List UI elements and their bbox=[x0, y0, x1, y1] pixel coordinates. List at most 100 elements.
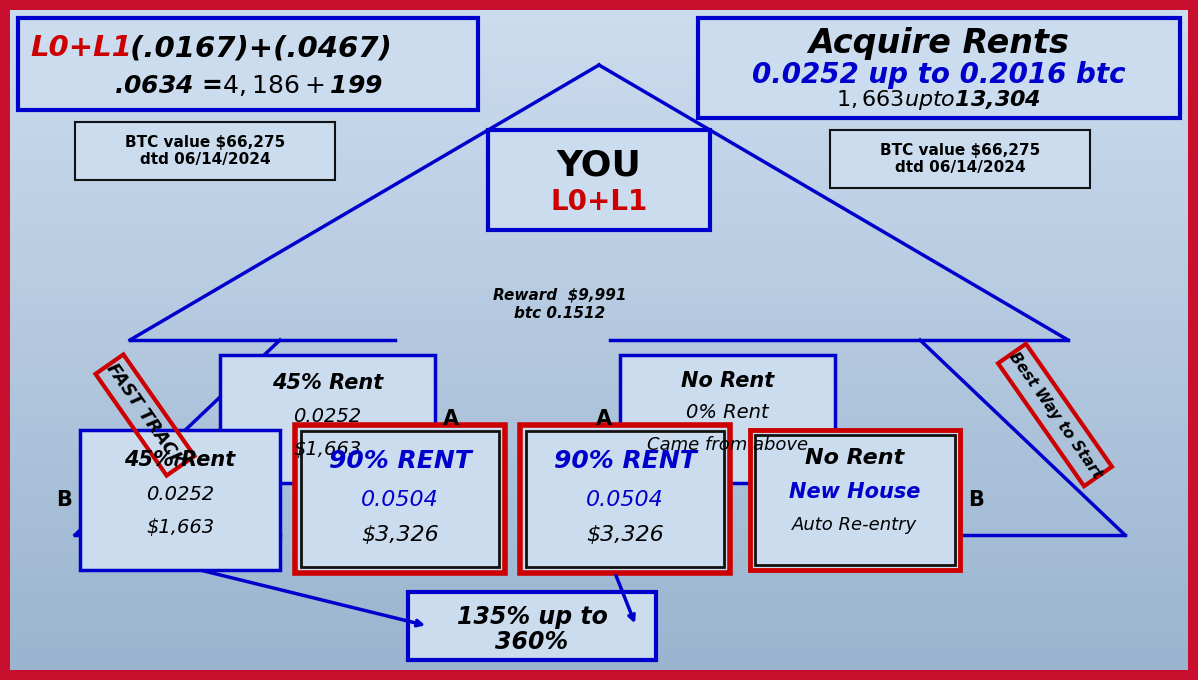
Text: No Rent: No Rent bbox=[805, 448, 904, 468]
Text: FAST TRACK: FAST TRACK bbox=[103, 360, 187, 470]
Bar bbox=[10, 32, 1188, 43]
Text: btc 0.1512: btc 0.1512 bbox=[514, 305, 606, 320]
Text: B: B bbox=[968, 490, 984, 510]
Bar bbox=[10, 285, 1188, 296]
Bar bbox=[10, 461, 1188, 472]
Bar bbox=[750, 430, 960, 570]
Bar bbox=[10, 54, 1188, 65]
Bar bbox=[10, 604, 1188, 615]
Bar bbox=[10, 142, 1188, 153]
Bar bbox=[755, 435, 955, 565]
Bar bbox=[10, 307, 1188, 318]
Bar bbox=[10, 362, 1188, 373]
Bar bbox=[10, 582, 1188, 593]
Bar bbox=[10, 417, 1188, 428]
Bar bbox=[10, 340, 1188, 351]
Bar bbox=[10, 318, 1188, 329]
Text: New House: New House bbox=[789, 482, 921, 502]
Bar bbox=[830, 130, 1090, 188]
Text: 360%: 360% bbox=[496, 630, 569, 654]
Text: $1,663 up to $13,304: $1,663 up to $13,304 bbox=[836, 88, 1041, 112]
Text: 90% RENT: 90% RENT bbox=[328, 449, 471, 473]
Bar bbox=[10, 615, 1188, 626]
Text: $3,326: $3,326 bbox=[361, 525, 438, 545]
Text: $3,326: $3,326 bbox=[586, 525, 664, 545]
Bar bbox=[10, 252, 1188, 263]
Bar bbox=[10, 626, 1188, 637]
Bar bbox=[10, 527, 1188, 538]
Bar bbox=[10, 153, 1188, 164]
Bar bbox=[10, 571, 1188, 582]
Bar bbox=[10, 483, 1188, 494]
Bar bbox=[520, 425, 730, 573]
Bar bbox=[10, 560, 1188, 571]
Text: .0634 =$4,186 +$199: .0634 =$4,186 +$199 bbox=[114, 73, 382, 99]
Bar bbox=[10, 241, 1188, 252]
Text: 0% Rent: 0% Rent bbox=[686, 403, 769, 422]
Text: 0.0252 up to 0.2016 btc: 0.0252 up to 0.2016 btc bbox=[752, 61, 1126, 89]
Bar bbox=[10, 549, 1188, 560]
Bar bbox=[10, 164, 1188, 175]
Text: Best Way to Start: Best Way to Start bbox=[1005, 349, 1105, 481]
Bar bbox=[10, 131, 1188, 142]
Text: 135% up to: 135% up to bbox=[456, 605, 607, 629]
Bar bbox=[10, 494, 1188, 505]
Bar bbox=[10, 230, 1188, 241]
Bar bbox=[10, 175, 1188, 186]
Bar bbox=[80, 430, 280, 570]
Bar bbox=[10, 274, 1188, 285]
Text: 0.0252: 0.0252 bbox=[294, 407, 362, 426]
Bar bbox=[10, 296, 1188, 307]
Bar bbox=[488, 130, 710, 230]
Text: 45% Rent: 45% Rent bbox=[125, 450, 236, 470]
Text: Came from above: Came from above bbox=[647, 436, 809, 454]
Bar bbox=[621, 355, 835, 483]
Bar bbox=[10, 208, 1188, 219]
Bar bbox=[10, 43, 1188, 54]
Bar bbox=[10, 263, 1188, 274]
Bar bbox=[295, 425, 506, 573]
Bar bbox=[10, 648, 1188, 659]
Bar bbox=[10, 593, 1188, 604]
Bar bbox=[10, 109, 1188, 120]
Text: 0.0504: 0.0504 bbox=[361, 490, 438, 510]
Bar bbox=[75, 122, 335, 180]
Bar bbox=[10, 351, 1188, 362]
Bar bbox=[10, 450, 1188, 461]
Bar bbox=[10, 186, 1188, 197]
Bar bbox=[10, 659, 1188, 670]
Bar bbox=[10, 87, 1188, 98]
Text: L0+L1: L0+L1 bbox=[30, 34, 132, 62]
Text: No Rent: No Rent bbox=[680, 371, 774, 391]
Bar bbox=[10, 395, 1188, 406]
Bar bbox=[10, 329, 1188, 340]
Text: BTC value $66,275
dtd 06/14/2024: BTC value $66,275 dtd 06/14/2024 bbox=[125, 135, 285, 167]
Bar bbox=[10, 98, 1188, 109]
Bar bbox=[10, 428, 1188, 439]
Text: 0.0252: 0.0252 bbox=[146, 486, 214, 505]
Bar bbox=[10, 197, 1188, 208]
Text: 90% RENT: 90% RENT bbox=[553, 449, 696, 473]
Bar bbox=[301, 431, 500, 567]
Bar bbox=[10, 472, 1188, 483]
Bar bbox=[10, 120, 1188, 131]
Text: A: A bbox=[443, 409, 459, 429]
Text: Reward  $9,991: Reward $9,991 bbox=[494, 288, 627, 303]
Text: 0.0504: 0.0504 bbox=[586, 490, 664, 510]
Bar bbox=[18, 18, 478, 110]
Bar bbox=[10, 65, 1188, 76]
Text: B: B bbox=[56, 490, 72, 510]
Bar bbox=[10, 538, 1188, 549]
Text: $1,663: $1,663 bbox=[146, 518, 214, 537]
Bar bbox=[220, 355, 435, 483]
Bar bbox=[10, 406, 1188, 417]
Bar bbox=[10, 373, 1188, 384]
Bar bbox=[10, 637, 1188, 648]
Text: Auto Re-entry: Auto Re-entry bbox=[792, 516, 918, 534]
Text: 45% Rent: 45% Rent bbox=[272, 373, 383, 393]
Bar bbox=[409, 592, 657, 660]
Bar bbox=[10, 21, 1188, 32]
Bar bbox=[10, 439, 1188, 450]
Bar bbox=[10, 76, 1188, 87]
Text: A: A bbox=[595, 409, 612, 429]
